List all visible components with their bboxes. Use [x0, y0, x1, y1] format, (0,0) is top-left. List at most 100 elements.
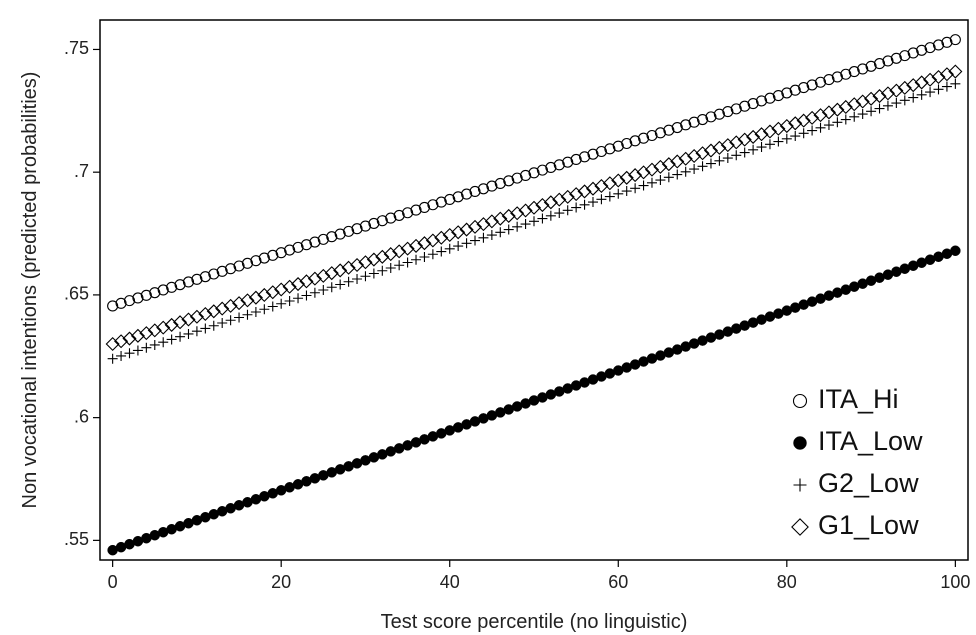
data-point: [335, 279, 346, 290]
legend-marker: [793, 478, 807, 492]
data-point: [529, 216, 539, 227]
data-point: [174, 279, 186, 291]
data-point: [661, 157, 676, 172]
data-point: [291, 277, 306, 292]
data-point: [123, 295, 136, 307]
data-point: [613, 188, 624, 199]
data-point: [644, 162, 660, 177]
data-point: [705, 158, 716, 169]
data-point: [225, 263, 237, 275]
data-point: [629, 135, 641, 147]
data-point: [621, 137, 633, 150]
data-point: [949, 34, 961, 46]
data-point: [208, 268, 220, 280]
data-point: [334, 228, 346, 240]
data-point: [208, 320, 219, 331]
data-point: [696, 113, 709, 126]
data-point: [772, 90, 784, 102]
data-point: [341, 260, 356, 275]
data-point: [654, 127, 666, 139]
data-point: [790, 131, 801, 142]
data-point: [882, 100, 893, 111]
data-point: [493, 211, 508, 226]
data-point: [789, 84, 801, 96]
data-point: [164, 317, 179, 332]
data-point: [815, 122, 826, 133]
data-point: [394, 260, 405, 271]
data-point: [258, 252, 270, 264]
data-point: [594, 178, 609, 194]
data-point: [494, 177, 506, 189]
data-point: [467, 219, 483, 234]
data-point: [469, 185, 481, 197]
data-point: [317, 233, 329, 245]
data-point: [906, 78, 921, 93]
data-point: [612, 140, 624, 152]
data-point: [554, 208, 565, 219]
data-point: [410, 204, 422, 216]
data-point: [714, 155, 725, 166]
data-point: [814, 76, 827, 88]
data-point: [343, 276, 354, 287]
data-point: [746, 129, 761, 144]
data-point: [882, 55, 894, 67]
data-point: [821, 105, 836, 120]
data-point: [503, 224, 514, 235]
data-point: [813, 108, 828, 123]
data-point: [333, 263, 348, 278]
data-point: [646, 129, 658, 142]
data-point: [478, 232, 489, 243]
data-point: [941, 81, 952, 92]
data-point: [132, 292, 144, 304]
data-point: [242, 309, 253, 320]
data-point: [124, 348, 135, 359]
data-point: [950, 245, 961, 256]
data-point: [368, 217, 380, 229]
data-point: [688, 116, 700, 128]
data-point: [672, 169, 683, 180]
data-point: [872, 89, 887, 104]
data-point: [552, 192, 567, 207]
data-point: [461, 238, 472, 249]
data-point: [855, 94, 870, 109]
data-point: [678, 151, 693, 166]
data-point: [577, 184, 592, 199]
data-point: [925, 87, 936, 98]
data-point: [680, 119, 692, 131]
y-tick-label: .65: [64, 284, 89, 304]
data-point: [173, 315, 188, 330]
data-point: [831, 71, 843, 83]
data-point: [215, 301, 230, 316]
data-point: [402, 257, 413, 268]
data-point: [511, 172, 523, 184]
data-point: [545, 161, 557, 174]
data-point: [587, 148, 599, 160]
data-point: [655, 175, 666, 186]
data-point: [536, 164, 548, 176]
x-tick-label: 0: [108, 572, 118, 592]
data-point: [611, 173, 626, 188]
data-point: [830, 102, 845, 117]
data-point: [602, 176, 617, 191]
data-point: [324, 266, 339, 281]
data-point: [880, 86, 895, 101]
data-point: [139, 326, 154, 341]
data-point: [225, 315, 236, 326]
series-g1-low: [105, 64, 963, 352]
data-point: [461, 188, 473, 200]
data-point: [451, 225, 466, 240]
data-point: [587, 197, 598, 208]
data-point: [115, 297, 127, 309]
data-point: [114, 334, 129, 349]
data-point: [299, 274, 314, 289]
data-point: [890, 52, 902, 64]
data-point: [596, 194, 607, 205]
data-point: [274, 282, 289, 297]
data-point: [217, 317, 228, 328]
data-point: [326, 231, 338, 243]
data-point: [781, 133, 792, 144]
data-point: [849, 111, 860, 122]
x-axis: 0 20 40 60 80 100: [108, 560, 970, 592]
data-point: [874, 103, 885, 114]
